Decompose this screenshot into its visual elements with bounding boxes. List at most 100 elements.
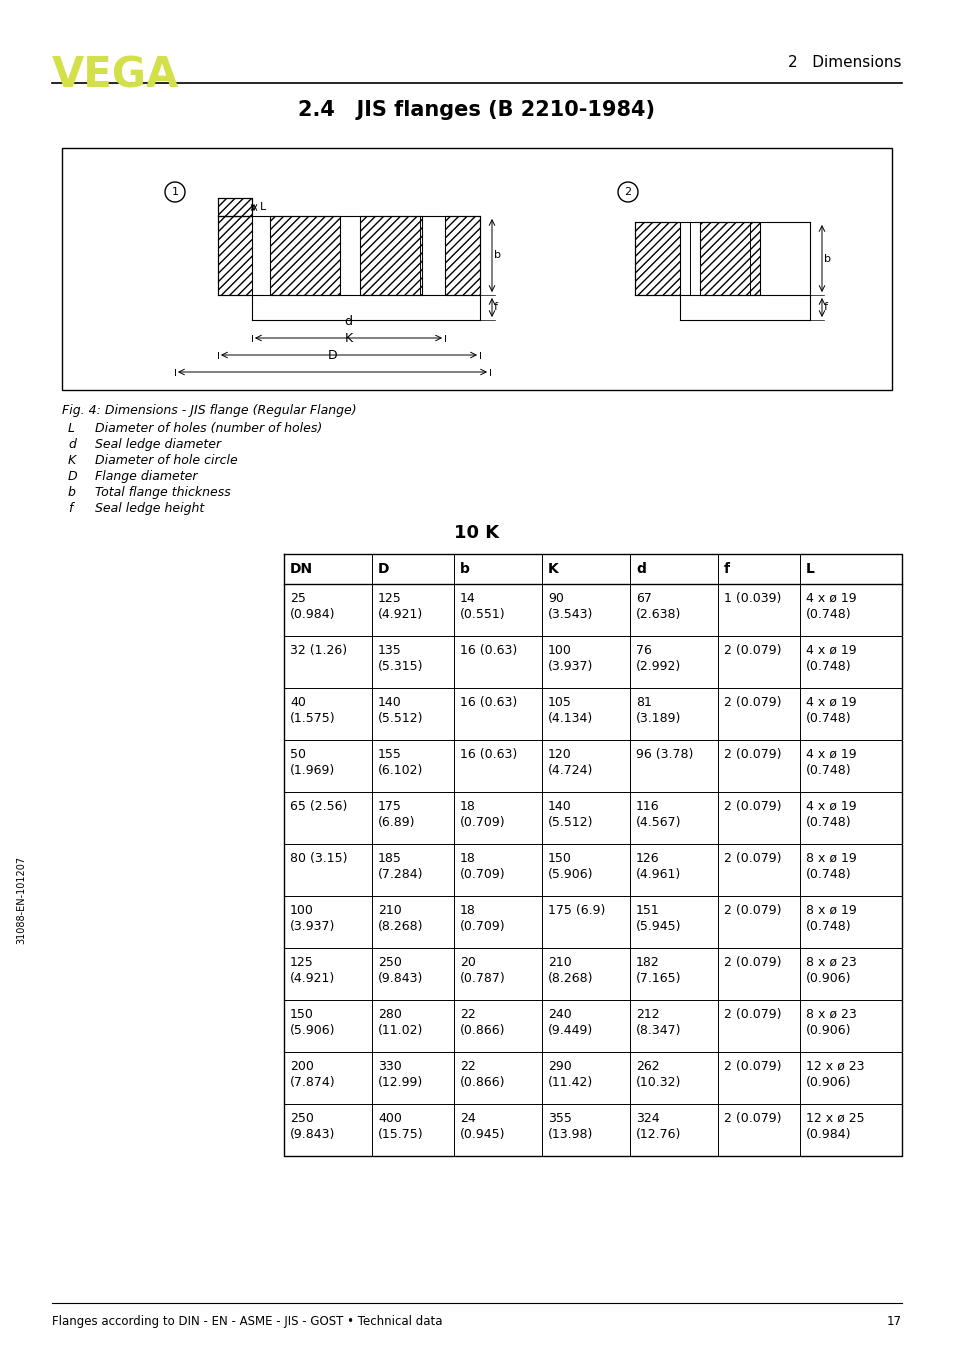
Bar [444, 217, 479, 295]
Text: 67
(2.638): 67 (2.638) [636, 592, 680, 621]
Text: 2 (0.079): 2 (0.079) [723, 696, 781, 709]
Text: 125
(4.921): 125 (4.921) [290, 956, 335, 984]
Text: 65 (2.56): 65 (2.56) [290, 800, 347, 812]
Text: 250
(9.843): 250 (9.843) [377, 956, 423, 984]
Text: 1 (0.039): 1 (0.039) [723, 592, 781, 605]
Bar [218, 217, 252, 295]
Text: 2   Dimensions: 2 Dimensions [788, 56, 901, 70]
Text: Seal ledge diameter: Seal ledge diameter [95, 437, 221, 451]
Text: 16 (0.63): 16 (0.63) [459, 696, 517, 709]
Text: f: f [723, 562, 729, 575]
Bar [359, 217, 421, 295]
Bar [62, 148, 891, 390]
Text: 2 (0.079): 2 (0.079) [723, 747, 781, 761]
Text: 140
(5.512): 140 (5.512) [547, 800, 593, 829]
Text: 50
(1.969): 50 (1.969) [290, 747, 335, 777]
Text: 324
(12.76): 324 (12.76) [636, 1112, 680, 1141]
Text: Diameter of holes (number of holes): Diameter of holes (number of holes) [95, 422, 322, 435]
Bar [700, 222, 760, 295]
Text: 96 (3.78): 96 (3.78) [636, 747, 693, 761]
Text: 4 x ø 19
(0.748): 4 x ø 19 (0.748) [805, 747, 856, 777]
Text: D: D [327, 349, 337, 362]
Text: 12 x ø 25
(0.984): 12 x ø 25 (0.984) [805, 1112, 863, 1141]
Text: 250
(9.843): 250 (9.843) [290, 1112, 335, 1141]
Text: 2 (0.079): 2 (0.079) [723, 1112, 781, 1125]
Text: 150
(5.906): 150 (5.906) [547, 852, 593, 881]
Text: 355
(13.98): 355 (13.98) [547, 1112, 593, 1141]
Text: d: d [344, 315, 352, 328]
Text: 24
(0.945): 24 (0.945) [459, 1112, 505, 1141]
Text: 100
(3.937): 100 (3.937) [290, 904, 335, 933]
Text: 81
(3.189): 81 (3.189) [636, 696, 680, 724]
Text: 116
(4.567): 116 (4.567) [636, 800, 680, 829]
Text: 22
(0.866): 22 (0.866) [459, 1007, 505, 1037]
Text: Flanges according to DIN - EN - ASME - JIS - GOST • Technical data: Flanges according to DIN - EN - ASME - J… [52, 1315, 442, 1328]
Text: 17: 17 [886, 1315, 901, 1328]
Text: 100
(3.937): 100 (3.937) [547, 645, 593, 673]
Text: 76
(2.992): 76 (2.992) [636, 645, 680, 673]
Text: D: D [377, 562, 389, 575]
Text: 4 x ø 19
(0.748): 4 x ø 19 (0.748) [805, 645, 856, 673]
Text: d: d [636, 562, 645, 575]
Text: 8 x ø 23
(0.906): 8 x ø 23 (0.906) [805, 1007, 856, 1037]
Text: f: f [823, 302, 827, 313]
Text: 280
(11.02): 280 (11.02) [377, 1007, 423, 1037]
Text: L: L [805, 562, 814, 575]
Text: 31088-EN-101207: 31088-EN-101207 [16, 856, 26, 944]
Text: 1: 1 [172, 187, 178, 196]
Text: 22
(0.866): 22 (0.866) [459, 1060, 505, 1089]
Text: K: K [345, 332, 353, 345]
Text: 8 x ø 19
(0.748): 8 x ø 19 (0.748) [805, 904, 856, 933]
Text: 8 x ø 19
(0.748): 8 x ø 19 (0.748) [805, 852, 856, 881]
Text: 125
(4.921): 125 (4.921) [377, 592, 423, 621]
Text: 175
(6.89): 175 (6.89) [377, 800, 416, 829]
Text: 25
(0.984): 25 (0.984) [290, 592, 335, 621]
Text: Seal ledge height: Seal ledge height [95, 502, 204, 515]
Text: 90
(3.543): 90 (3.543) [547, 592, 593, 621]
Text: 2 (0.079): 2 (0.079) [723, 1007, 781, 1021]
Text: 120
(4.724): 120 (4.724) [547, 747, 593, 777]
Text: 240
(9.449): 240 (9.449) [547, 1007, 593, 1037]
Text: 175 (6.9): 175 (6.9) [547, 904, 605, 917]
Text: 2 (0.079): 2 (0.079) [723, 852, 781, 865]
Text: 2: 2 [624, 187, 631, 196]
Text: 32 (1.26): 32 (1.26) [290, 645, 347, 657]
Text: K: K [547, 562, 558, 575]
Text: DN: DN [290, 562, 313, 575]
Text: 155
(6.102): 155 (6.102) [377, 747, 423, 777]
Text: 4 x ø 19
(0.748): 4 x ø 19 (0.748) [805, 800, 856, 829]
Text: b: b [823, 253, 830, 264]
Text: 262
(10.32): 262 (10.32) [636, 1060, 680, 1089]
Bar [270, 217, 339, 295]
Text: 18
(0.709): 18 (0.709) [459, 800, 505, 829]
Text: Fig. 4: Dimensions - JIS flange (Regular Flange): Fig. 4: Dimensions - JIS flange (Regular… [62, 403, 356, 417]
Text: 8 x ø 23
(0.906): 8 x ø 23 (0.906) [805, 956, 856, 984]
Text: b: b [68, 486, 76, 500]
Text: 10 K: 10 K [454, 524, 499, 542]
Text: d: d [68, 437, 76, 451]
Text: VEGA: VEGA [52, 56, 179, 97]
Text: 2 (0.079): 2 (0.079) [723, 800, 781, 812]
Text: 2 (0.079): 2 (0.079) [723, 956, 781, 969]
Text: 2 (0.079): 2 (0.079) [723, 1060, 781, 1072]
Text: Total flange thickness: Total flange thickness [95, 486, 231, 500]
Text: D: D [68, 470, 77, 483]
Text: 2 (0.079): 2 (0.079) [723, 645, 781, 657]
Text: 4 x ø 19
(0.748): 4 x ø 19 (0.748) [805, 592, 856, 621]
Text: 16 (0.63): 16 (0.63) [459, 645, 517, 657]
Text: 400
(15.75): 400 (15.75) [377, 1112, 423, 1141]
Text: 150
(5.906): 150 (5.906) [290, 1007, 335, 1037]
Text: 16 (0.63): 16 (0.63) [459, 747, 517, 761]
Text: 18
(0.709): 18 (0.709) [459, 852, 505, 881]
Text: 2 (0.079): 2 (0.079) [723, 904, 781, 917]
Text: b: b [494, 250, 500, 260]
Text: f: f [68, 502, 72, 515]
Text: 40
(1.575): 40 (1.575) [290, 696, 335, 724]
Text: 151
(5.945): 151 (5.945) [636, 904, 680, 933]
Text: 182
(7.165): 182 (7.165) [636, 956, 680, 984]
Bar [218, 198, 252, 217]
Text: 140
(5.512): 140 (5.512) [377, 696, 423, 724]
Bar [635, 222, 679, 295]
Text: 14
(0.551): 14 (0.551) [459, 592, 505, 621]
Text: 290
(11.42): 290 (11.42) [547, 1060, 593, 1089]
